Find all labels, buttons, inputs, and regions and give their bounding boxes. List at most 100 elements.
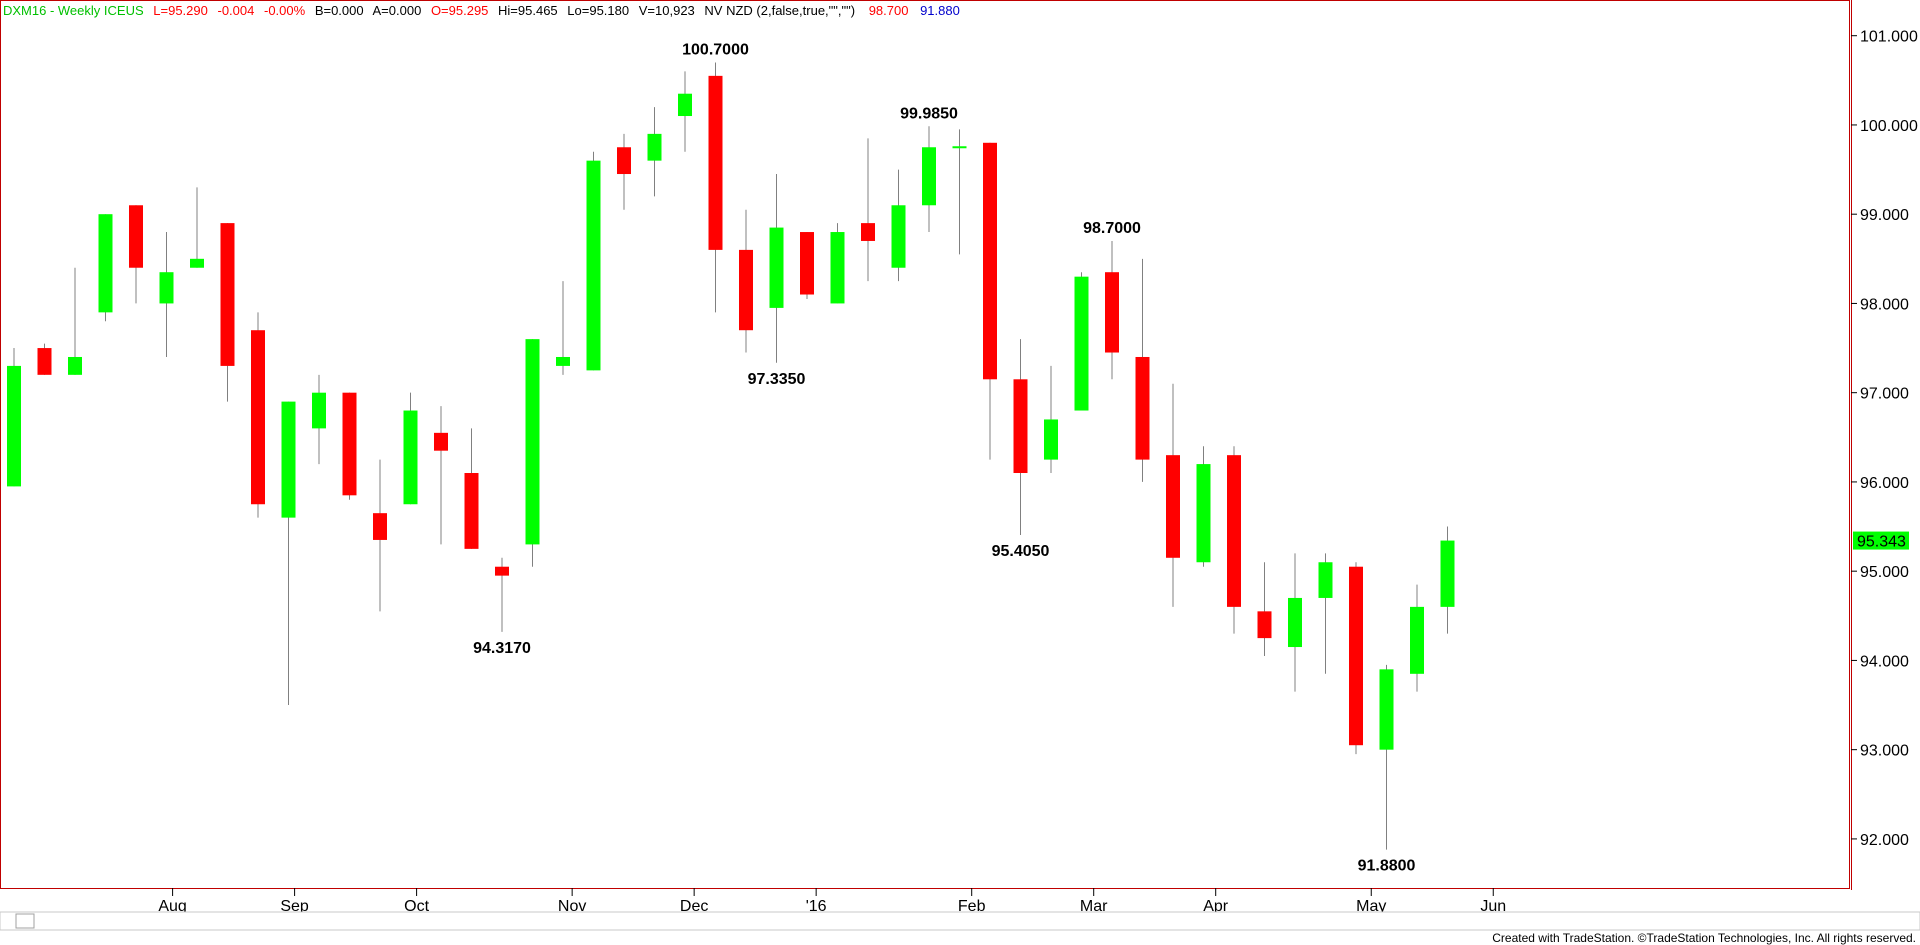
candle	[1318, 553, 1333, 674]
header-high: Hi=95.465	[498, 3, 558, 18]
candle-body	[281, 401, 296, 518]
candle-body	[98, 214, 113, 313]
x-tick-label: Sep	[280, 898, 309, 915]
candle-body	[647, 133, 662, 161]
candle	[586, 151, 601, 371]
candle-body	[1318, 562, 1333, 598]
candle	[403, 392, 418, 505]
header-change-pct: -0.00%	[264, 3, 306, 18]
candle	[1349, 562, 1363, 755]
candle	[37, 343, 52, 375]
candle	[1105, 240, 1119, 380]
header-ind-value-2: 91.880	[920, 3, 960, 18]
header-bid: B=0.000	[315, 3, 364, 18]
candle-body	[769, 227, 784, 308]
price-annotation: 98.7000	[1083, 220, 1141, 237]
candle-body	[1196, 464, 1211, 563]
header-ask: A=0.000	[373, 3, 422, 18]
header-ind-value-1: 98.700	[869, 3, 909, 18]
candle	[1135, 258, 1150, 482]
plot-frame	[0, 0, 1850, 889]
candle-body	[159, 272, 174, 304]
candles	[7, 62, 1455, 850]
price-annotation: 99.9850	[900, 105, 958, 122]
y-tick-label: 96.000	[1860, 475, 1909, 492]
candle-body	[525, 339, 540, 545]
y-tick-label: 92.000	[1860, 832, 1909, 849]
candle-body	[800, 232, 814, 295]
scrollbar-track[interactable]	[0, 911, 1920, 931]
candle-body	[586, 160, 601, 371]
candle	[922, 126, 936, 233]
candle	[647, 107, 662, 197]
candle	[1440, 526, 1455, 634]
candle	[1257, 562, 1272, 656]
y-tick-label: 98.000	[1860, 296, 1909, 313]
candle	[983, 142, 997, 460]
candle-body	[1013, 379, 1028, 474]
x-tick-label: Oct	[404, 898, 429, 915]
candle	[1013, 339, 1028, 536]
tick-layer: 92.000 93.000 94.000 95.000 96.000 97.000 98.0…	[158, 29, 1918, 915]
candle	[830, 223, 845, 304]
y-tick-label: 95.000	[1860, 564, 1909, 581]
candle-body	[983, 142, 997, 380]
header-last: L=95.290	[153, 3, 208, 18]
y-tick-label: 101.000	[1860, 29, 1918, 46]
candle	[678, 71, 692, 152]
price-annotation: 97.3350	[748, 371, 806, 388]
candle	[281, 401, 296, 706]
candle	[1227, 446, 1241, 634]
candle-body	[190, 258, 204, 268]
header-change: -0.004	[217, 3, 254, 18]
candle	[525, 339, 540, 567]
price-annotation: 95.4050	[992, 543, 1050, 560]
candle	[617, 133, 631, 210]
candle-body	[342, 392, 357, 496]
price-annotation: 100.7000	[682, 41, 749, 58]
last-price-tag-label: 95.343	[1857, 534, 1906, 551]
candle	[434, 406, 448, 545]
candle-body	[37, 348, 52, 375]
candle	[1166, 383, 1180, 607]
candle	[1288, 553, 1302, 692]
candle-body	[464, 473, 479, 549]
price-annotations: 100.7000 94.3170 97.3350 99.9850 95.4050 98.7…	[473, 41, 1415, 874]
candle-body	[1074, 276, 1089, 411]
candle	[312, 374, 326, 465]
x-tick-label: May	[1356, 898, 1386, 915]
header-indicator: NV NZD (2,false,true,"","")	[704, 3, 855, 18]
candle	[342, 392, 357, 500]
candle	[1379, 664, 1394, 850]
x-tick-label: Mar	[1080, 898, 1108, 915]
y-tick-label: 94.000	[1860, 653, 1909, 670]
candle-body	[434, 432, 448, 451]
x-tick-label: Feb	[958, 898, 986, 915]
candle-body	[1410, 606, 1424, 674]
horizontal-scrollbar[interactable]	[0, 911, 1920, 931]
candle-body	[1135, 356, 1150, 460]
candle-body	[68, 356, 82, 375]
candle	[68, 267, 82, 375]
price-annotation: 91.8800	[1358, 858, 1416, 875]
candle	[129, 205, 143, 304]
y-tick-label: 97.000	[1860, 386, 1909, 403]
candle	[861, 138, 875, 282]
candle	[891, 169, 906, 282]
candle	[98, 214, 113, 322]
candle-body	[495, 566, 509, 576]
candle	[464, 428, 479, 549]
candle-body	[312, 392, 326, 429]
candle-body	[891, 205, 906, 268]
candle	[739, 209, 753, 353]
x-tick-label: Dec	[680, 898, 708, 915]
candle-body	[1288, 597, 1302, 648]
candle-body	[373, 513, 387, 540]
y-tick-label: 99.000	[1860, 207, 1909, 224]
candle-body	[1440, 540, 1455, 607]
candle-body	[220, 223, 235, 366]
x-tick-label: Aug	[158, 898, 186, 915]
scrollbar-thumb[interactable]	[15, 913, 35, 929]
